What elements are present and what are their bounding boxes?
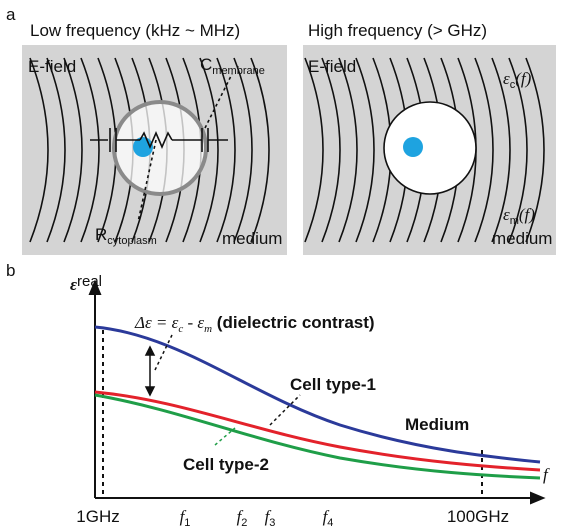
field-line [338, 57, 358, 243]
note: (dielectric contrast) [212, 313, 375, 332]
field-line [508, 57, 528, 243]
field-line [46, 57, 66, 243]
subscript: c [510, 79, 516, 91]
y-axis-title: εreal [70, 273, 102, 294]
field-line [304, 57, 324, 243]
field-line [321, 57, 341, 243]
field-label: E-field [28, 57, 76, 76]
argument: (f) [519, 205, 535, 224]
cell [383, 101, 477, 195]
axes [88, 279, 546, 505]
curve [94, 390, 541, 472]
field-line [355, 57, 375, 243]
capacitor-label: Cmembrane [200, 55, 265, 77]
field-line [250, 57, 270, 243]
x-tick-label: f1 [180, 507, 191, 529]
x-tick-label: f4 [323, 507, 334, 529]
curve-label: Cell type-2 [183, 455, 269, 474]
formula: Δε = ε [134, 313, 179, 332]
field-line [525, 57, 545, 243]
medium-label: medium [492, 229, 552, 248]
curve-label: Medium [405, 415, 469, 434]
panel-label: a [6, 5, 16, 24]
permittivity-label: εc(f) [503, 69, 532, 91]
tick-text: 1GHz [76, 507, 119, 526]
subscript: cytoplasm [107, 235, 157, 247]
curve-label: Cell type-1 [290, 375, 376, 394]
subscript: m [204, 323, 212, 335]
symbol: f [323, 507, 330, 526]
x-tick-label: f3 [265, 507, 276, 529]
x-tick-label: f2 [237, 507, 248, 529]
permittivity-label: εm(f) [503, 205, 535, 227]
symbol: R [95, 225, 107, 244]
subscript: 4 [327, 517, 333, 529]
nucleus [403, 137, 423, 157]
x-tick-label: 1GHz [76, 507, 119, 526]
resistor-label: Rcytoplasm [95, 225, 157, 247]
symbol: f [237, 507, 244, 526]
panel-title: High frequency (> GHz) [308, 21, 487, 40]
symbol: ε [70, 275, 77, 294]
x-tick-label: 100GHz [447, 507, 509, 526]
tick-text: 100GHz [447, 507, 509, 526]
panel-title: Low frequency (kHz ~ MHz) [30, 21, 240, 40]
subscript: m [510, 215, 519, 227]
field-line [199, 57, 219, 243]
medium-label: medium [222, 229, 282, 248]
symbol: ε [503, 69, 510, 88]
field-line [63, 57, 83, 243]
subscript: real [77, 273, 102, 290]
field-line [216, 57, 236, 243]
x-axis-title: f [543, 465, 550, 484]
subscript: membrane [212, 65, 265, 77]
symbol: f [180, 507, 187, 526]
curve [94, 393, 541, 480]
symbol: ε [503, 205, 510, 224]
subscript: 1 [184, 517, 190, 529]
symbol: C [200, 55, 212, 74]
field-line [29, 57, 49, 243]
contrast-label: Δε = εc - εm (dielectric contrast) [134, 313, 375, 335]
panel-label: b [6, 261, 15, 280]
field-line [80, 57, 100, 243]
field-line [474, 57, 494, 243]
subscript: 3 [269, 517, 275, 529]
field-line [491, 57, 511, 243]
field-line [233, 57, 253, 243]
cell [112, 100, 208, 196]
formula: - ε [183, 313, 204, 332]
subscript: c [178, 323, 183, 335]
symbol: f [265, 507, 272, 526]
argument: (f) [515, 69, 531, 88]
circuit [90, 73, 233, 223]
contrast-marker [144, 334, 301, 446]
field-label: E-field [308, 57, 356, 76]
subscript: 2 [241, 517, 247, 529]
curve [94, 325, 541, 464]
